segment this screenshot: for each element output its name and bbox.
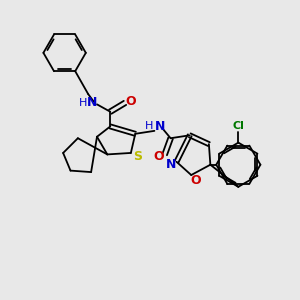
Text: O: O [190, 173, 201, 187]
Text: O: O [125, 95, 136, 108]
Text: Cl: Cl [232, 122, 244, 131]
Text: N: N [166, 158, 176, 171]
Text: H: H [145, 121, 153, 131]
Text: N: N [86, 96, 97, 109]
Text: N: N [154, 120, 165, 133]
Text: H: H [79, 98, 87, 108]
Text: S: S [133, 150, 142, 163]
Text: O: O [153, 150, 164, 163]
